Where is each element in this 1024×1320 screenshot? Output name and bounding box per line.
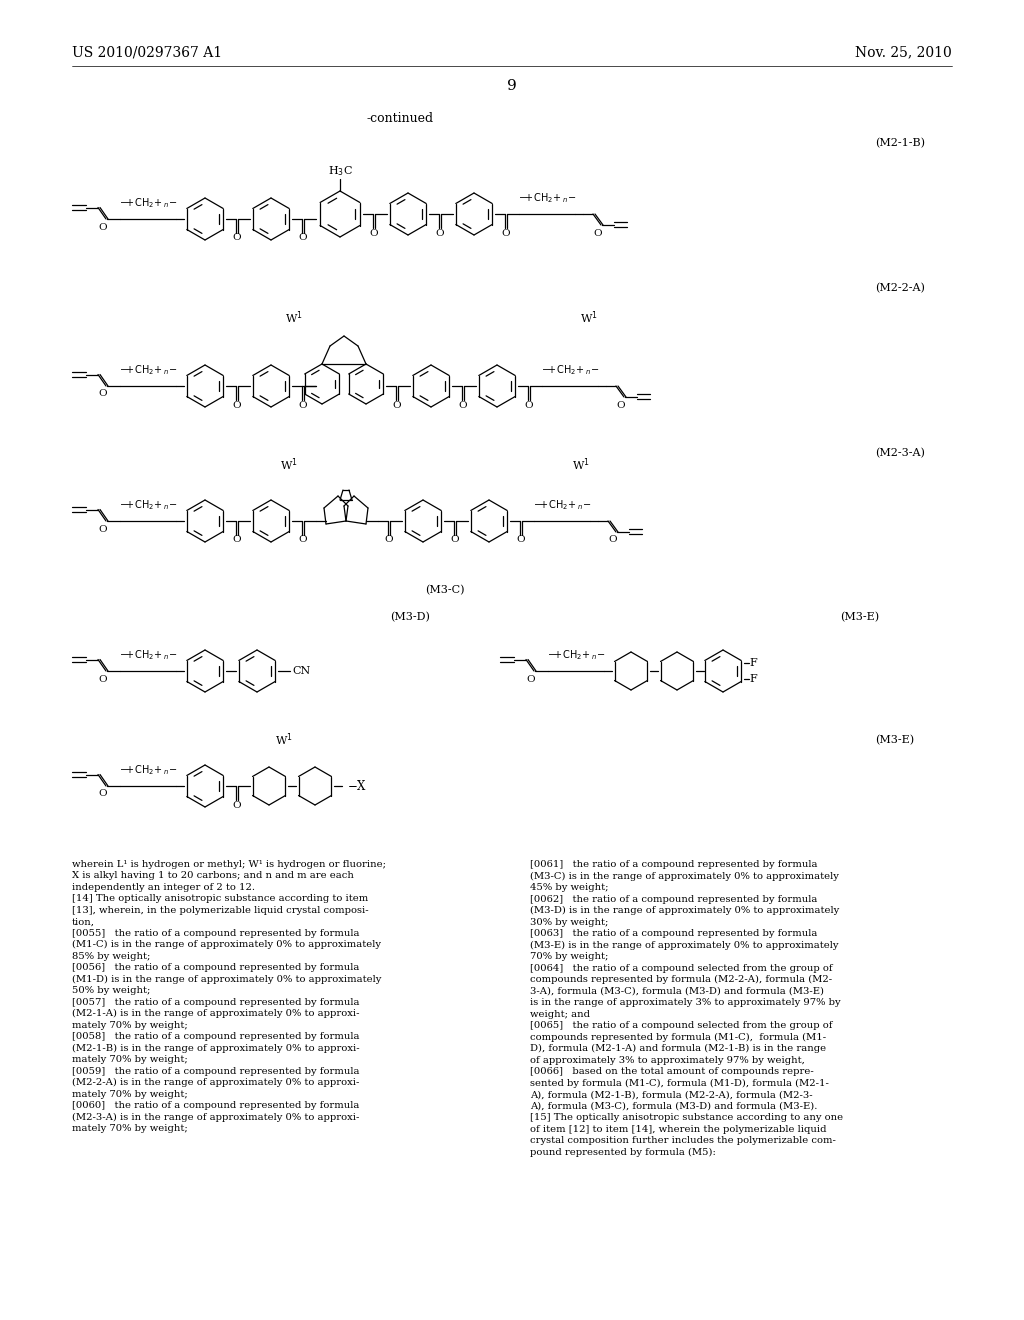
- Text: W$^1$: W$^1$: [285, 310, 303, 326]
- Text: W$^1$: W$^1$: [580, 310, 598, 326]
- Text: O: O: [459, 400, 467, 409]
- Text: W$^1$: W$^1$: [572, 457, 590, 474]
- Text: Nov. 25, 2010: Nov. 25, 2010: [855, 45, 952, 59]
- Text: O: O: [98, 524, 108, 533]
- Text: (M3-E): (M3-E): [874, 735, 914, 746]
- Text: O: O: [232, 400, 242, 409]
- Text: (M3-E): (M3-E): [840, 612, 880, 622]
- Text: O: O: [299, 536, 307, 544]
- Text: O: O: [608, 536, 617, 544]
- Text: O: O: [392, 400, 401, 409]
- Text: W$^1$: W$^1$: [275, 731, 293, 748]
- Text: O: O: [232, 234, 242, 243]
- Text: $-\!\!+\!\mathrm{CH_2}\!+_n\!-$: $-\!\!+\!\mathrm{CH_2}\!+_n\!-$: [517, 191, 577, 205]
- Text: O: O: [594, 228, 602, 238]
- Text: $-$X: $-$X: [347, 779, 368, 793]
- Text: [0061]   the ratio of a compound represented by formula
(M3-C) is in the range o: [0061] the ratio of a compound represent…: [530, 861, 843, 1156]
- Text: O: O: [370, 228, 378, 238]
- Text: $-\!\!+\!\mathrm{CH_2}\!+_n\!-$: $-\!\!+\!\mathrm{CH_2}\!+_n\!-$: [532, 498, 592, 512]
- Text: O: O: [299, 234, 307, 243]
- Text: H$_3$C: H$_3$C: [328, 164, 352, 178]
- Text: O: O: [98, 675, 108, 684]
- Text: O: O: [232, 536, 242, 544]
- Text: O: O: [451, 536, 460, 544]
- Text: O: O: [616, 400, 626, 409]
- Text: (M2-2-A): (M2-2-A): [874, 282, 925, 293]
- Text: O: O: [435, 228, 444, 238]
- Text: (M3-D): (M3-D): [390, 612, 430, 622]
- Text: US 2010/0297367 A1: US 2010/0297367 A1: [72, 45, 222, 59]
- Text: (M3-C): (M3-C): [425, 585, 465, 595]
- Text: O: O: [502, 228, 510, 238]
- Text: $-\!\!+\!\mathrm{CH_2}\!+_n\!-$: $-\!\!+\!\mathrm{CH_2}\!+_n\!-$: [119, 197, 177, 210]
- Text: W$^1$: W$^1$: [280, 457, 298, 474]
- Text: $-\!\!+\!\mathrm{CH_2}\!+_n\!-$: $-\!\!+\!\mathrm{CH_2}\!+_n\!-$: [547, 648, 605, 663]
- Text: $-\!\!+\!\mathrm{CH_2}\!+_n\!-$: $-\!\!+\!\mathrm{CH_2}\!+_n\!-$: [119, 363, 177, 378]
- Text: O: O: [98, 389, 108, 399]
- Text: (M2-3-A): (M2-3-A): [874, 447, 925, 458]
- Text: (M2-1-B): (M2-1-B): [874, 137, 925, 148]
- Text: F: F: [749, 657, 757, 668]
- Text: O: O: [299, 400, 307, 409]
- Text: $-\!\!+\!\mathrm{CH_2}\!+_n\!-$: $-\!\!+\!\mathrm{CH_2}\!+_n\!-$: [541, 363, 599, 378]
- Text: $-\!\!+\!\mathrm{CH_2}\!+_n\!-$: $-\!\!+\!\mathrm{CH_2}\!+_n\!-$: [119, 498, 177, 512]
- Text: 9: 9: [507, 79, 517, 92]
- Text: O: O: [232, 800, 242, 809]
- Text: O: O: [526, 675, 536, 684]
- Text: wherein L¹ is hydrogen or methyl; W¹ is hydrogen or fluorine;
X is alkyl having : wherein L¹ is hydrogen or methyl; W¹ is …: [72, 861, 386, 1134]
- Text: O: O: [517, 536, 525, 544]
- Text: F: F: [749, 675, 757, 684]
- Text: CN: CN: [292, 667, 310, 676]
- Text: O: O: [98, 789, 108, 799]
- Text: $-\!\!+\!\mathrm{CH_2}\!+_n\!-$: $-\!\!+\!\mathrm{CH_2}\!+_n\!-$: [119, 763, 177, 777]
- Text: $-\!\!+\!\mathrm{CH_2}\!+_n\!-$: $-\!\!+\!\mathrm{CH_2}\!+_n\!-$: [119, 648, 177, 663]
- Text: -continued: -continued: [367, 111, 433, 124]
- Text: O: O: [524, 400, 534, 409]
- Text: O: O: [98, 223, 108, 231]
- Text: O: O: [385, 536, 393, 544]
